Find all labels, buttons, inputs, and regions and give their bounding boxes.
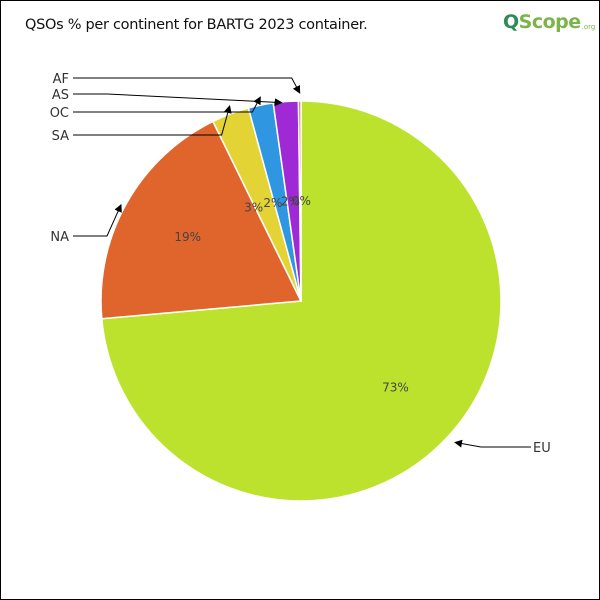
callout-label-sa: SA bbox=[52, 129, 69, 144]
slice-pct-eu: 73% bbox=[382, 380, 409, 394]
pie-slice-na bbox=[100, 120, 303, 320]
callout-label-na: NA bbox=[50, 230, 69, 245]
slice-pct-sa: 3% bbox=[244, 200, 263, 214]
slice-pct-na: 19% bbox=[174, 230, 201, 244]
logo-suffix: .org bbox=[581, 23, 596, 31]
slice-pct-as: 2% bbox=[281, 194, 300, 208]
callout-line-af bbox=[73, 77, 301, 94]
logo-q: Q bbox=[503, 11, 519, 33]
callout-label-eu: EU bbox=[533, 441, 551, 456]
pie-slice-af bbox=[297, 100, 302, 302]
logo-wordmark: QScope bbox=[503, 11, 581, 33]
qscope-logo: QScope .org bbox=[501, 6, 595, 38]
callout-line-as bbox=[73, 93, 283, 107]
callout-line-sa bbox=[73, 105, 232, 136]
callout-label-af: AF bbox=[53, 72, 69, 87]
callout-label-oc: OC bbox=[50, 106, 69, 121]
callout-label-as: AS bbox=[52, 88, 69, 103]
callout-line-eu bbox=[454, 439, 531, 448]
logo-scope: Scope bbox=[518, 11, 582, 33]
callout-line-oc bbox=[73, 96, 261, 113]
slice-pct-oc: 2% bbox=[263, 196, 282, 210]
slice-pct-af: 0% bbox=[292, 194, 311, 208]
callout-line-na bbox=[73, 203, 122, 237]
chart-title: QSOs % per continent for BARTG 2023 cont… bbox=[25, 17, 368, 33]
